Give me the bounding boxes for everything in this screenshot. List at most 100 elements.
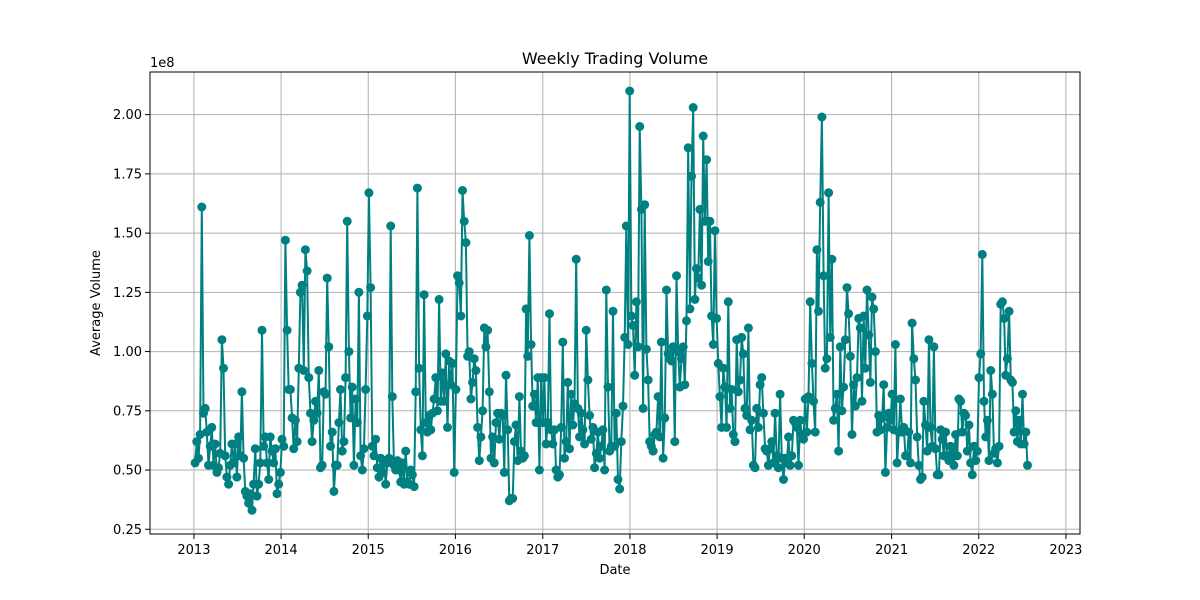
data-point [840,335,850,345]
data-point [277,434,287,444]
data-point [730,437,740,447]
data-point [548,439,558,449]
data-point [640,200,650,210]
data-point [545,309,554,319]
data-point [755,380,765,390]
data-point [326,441,335,451]
data-point [810,427,820,437]
data-point [824,188,834,198]
data-point [820,363,830,373]
data-point [411,387,421,397]
data-point [528,401,538,411]
data-point [468,377,478,387]
data-point [656,337,666,347]
data-point [660,413,670,423]
data-point [690,294,700,304]
data-point [779,475,788,484]
data-point [775,389,785,399]
data-point [869,304,879,314]
data-point [1018,389,1027,399]
data-point [529,389,539,399]
x-tick-label: 2014 [265,543,298,558]
data-point [449,467,459,477]
data-point [491,418,501,428]
data-point [929,342,939,352]
data-point [887,389,897,399]
data-point [469,354,479,364]
data-point [613,475,623,484]
data-point [394,465,404,475]
data-point [1009,427,1019,437]
x-tick-label: 2018 [613,543,646,558]
data-point [832,389,842,399]
data-point [648,446,658,456]
data-point [481,342,491,352]
data-point [952,451,962,461]
data-point [280,235,290,245]
data-point [867,292,877,302]
data-point [849,380,859,390]
data-point [571,254,581,264]
data-point [386,221,396,231]
data-point [1019,439,1029,449]
data-point [217,335,227,345]
data-point [407,470,417,480]
data-point [712,313,722,323]
data-point [441,349,451,359]
data-point [964,420,974,430]
data-point [387,392,397,402]
data-point [466,394,476,404]
data-point [880,467,890,477]
data-point [401,446,411,456]
data-point [962,446,972,456]
data-point [812,245,822,255]
data-point [1002,354,1012,364]
data-point [514,392,524,402]
data-point [638,403,648,413]
data-point [735,375,745,385]
data-point [767,437,777,447]
data-point [837,406,847,416]
x-tick-label: 2021 [875,543,908,558]
data-point [341,373,351,383]
data-point [312,408,322,418]
data-point [610,441,620,451]
data-point [728,430,738,439]
y-axis-offset-label: 1e8 [150,56,175,71]
data-point [902,451,912,461]
data-point [252,491,262,501]
y-tick-label: 1.00 [113,345,142,360]
data-point [799,434,808,444]
data-point [230,439,240,449]
data-point [677,354,686,364]
data-point [972,446,982,456]
data-point [787,451,797,461]
data-point [839,382,849,392]
data-point [539,373,549,383]
data-point [865,377,875,387]
data-point [210,439,220,449]
data-point [232,472,242,482]
data-point [819,271,829,281]
data-point [290,415,300,425]
data-point [600,465,610,475]
data-point [1021,427,1031,437]
data-point [327,427,337,437]
data-point [999,313,1009,323]
data-point [448,358,457,368]
data-point [524,231,534,240]
data-point [317,460,327,470]
data-point [827,254,837,264]
data-point [971,456,981,466]
data-point [302,266,312,276]
data-point [259,441,269,451]
data-point [511,420,521,430]
data-point [870,347,880,357]
data-point [200,403,210,413]
data-point [433,406,442,416]
data-point [862,285,872,295]
x-tick-label: 2020 [788,543,821,558]
data-point [421,418,431,428]
